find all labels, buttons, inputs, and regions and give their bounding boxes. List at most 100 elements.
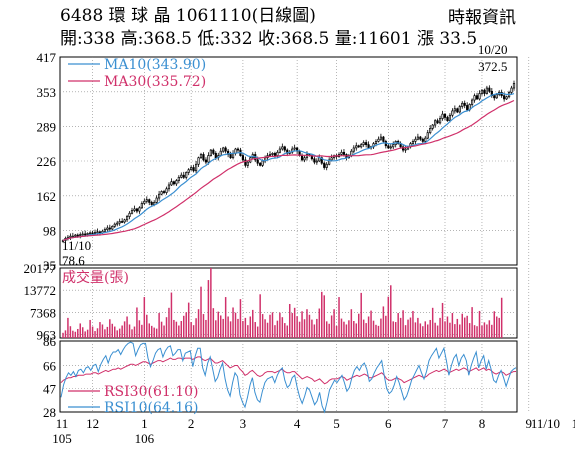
candle-body — [488, 87, 491, 92]
volume-bar — [382, 306, 385, 338]
volume-bar — [173, 319, 175, 338]
candle-body — [503, 95, 506, 100]
candle-body — [438, 118, 442, 124]
candle-body — [411, 141, 415, 144]
candle-body — [89, 232, 92, 235]
rsi-panel-frame — [59, 340, 518, 413]
candle-body — [165, 188, 168, 193]
candle-body — [143, 200, 146, 204]
candle-body — [121, 221, 124, 223]
candle-body — [360, 144, 363, 148]
volume-bar — [412, 310, 414, 338]
month-tick-label: 12 — [86, 416, 99, 431]
price-ytick-label: 162 — [37, 189, 57, 204]
candle-body — [389, 146, 392, 149]
candle-body — [155, 197, 158, 203]
volume-bar — [252, 309, 254, 338]
price-ytick-label: 98 — [43, 224, 56, 239]
volume-bar — [488, 320, 491, 338]
volume-bar — [163, 325, 165, 338]
volume-bar — [313, 324, 316, 338]
volume-bar — [165, 317, 168, 338]
volume-bar — [67, 317, 69, 338]
candle-body — [108, 227, 111, 230]
candle-body — [113, 223, 116, 227]
volume-bar — [118, 328, 121, 338]
volume-bar — [217, 311, 220, 338]
month-tick-label: 4 — [294, 416, 301, 431]
volume-bar — [338, 297, 340, 338]
volume-bar — [473, 325, 476, 338]
candle-body — [510, 87, 513, 93]
volume-bar — [335, 325, 338, 338]
volume-bar — [96, 328, 99, 338]
volume-bar — [62, 332, 64, 338]
candle-body — [246, 161, 249, 166]
candle-body — [111, 225, 114, 230]
candle-body — [103, 229, 106, 232]
volume-bar — [207, 280, 210, 338]
candle-body — [140, 203, 143, 209]
rsi-ytick-label: 47 — [43, 382, 57, 397]
candle-body — [93, 231, 97, 234]
volume-bar — [187, 302, 190, 338]
volume-bar — [183, 315, 185, 338]
volume-bar — [178, 325, 180, 338]
volume-bar — [256, 326, 259, 338]
volume-bar — [185, 312, 187, 338]
volume-bar — [348, 320, 350, 338]
volume-bar — [259, 294, 261, 338]
candle-body — [493, 95, 496, 99]
candle-body — [125, 216, 129, 221]
volume-bar — [380, 318, 382, 338]
volume-bar — [496, 316, 498, 338]
candle-body — [293, 147, 296, 150]
volume-bar — [146, 314, 148, 338]
candle-body — [123, 219, 126, 223]
candle-body — [135, 208, 139, 212]
candle-body — [421, 138, 424, 142]
candle-body — [98, 231, 102, 234]
volume-bar — [463, 317, 466, 338]
volume-bar — [264, 319, 266, 338]
volume-bar — [136, 307, 138, 338]
candle-body — [362, 142, 365, 146]
candle-body — [436, 120, 439, 124]
volume-bar — [424, 321, 427, 338]
volume-bar — [121, 325, 123, 338]
volume-bar — [493, 311, 496, 338]
volume-bar — [104, 329, 106, 338]
volume-bar — [148, 323, 151, 338]
volume-bar — [306, 309, 308, 338]
candle-body — [69, 235, 72, 238]
volume-bar — [291, 313, 293, 338]
rsi-ytick-label: 28 — [43, 405, 56, 420]
candle-body — [190, 167, 193, 171]
volume-bar — [114, 326, 116, 338]
volume-bar — [476, 326, 478, 338]
volume-bar — [330, 315, 333, 338]
ma10-line — [62, 92, 515, 242]
volume-bar — [288, 304, 291, 338]
candle-body — [145, 199, 148, 202]
volume-bar — [325, 321, 328, 338]
candle-body — [167, 184, 171, 190]
candle-body — [475, 95, 479, 100]
candle-body — [79, 234, 82, 236]
volume-bar — [298, 321, 301, 338]
candle-body — [480, 89, 484, 94]
volume-bar — [394, 322, 397, 338]
candle-body — [342, 151, 346, 155]
volume-bar — [254, 322, 256, 338]
candle-body — [305, 154, 309, 159]
candle-body — [180, 174, 183, 178]
candle-body — [453, 108, 456, 112]
volume-bar — [234, 312, 237, 338]
candle-body — [367, 144, 370, 149]
candle-body — [194, 163, 198, 172]
rsi-lines — [60, 341, 517, 414]
candle-body — [419, 136, 422, 140]
candle-body — [256, 159, 259, 164]
candle-body — [340, 151, 343, 155]
candle-body — [382, 136, 385, 142]
